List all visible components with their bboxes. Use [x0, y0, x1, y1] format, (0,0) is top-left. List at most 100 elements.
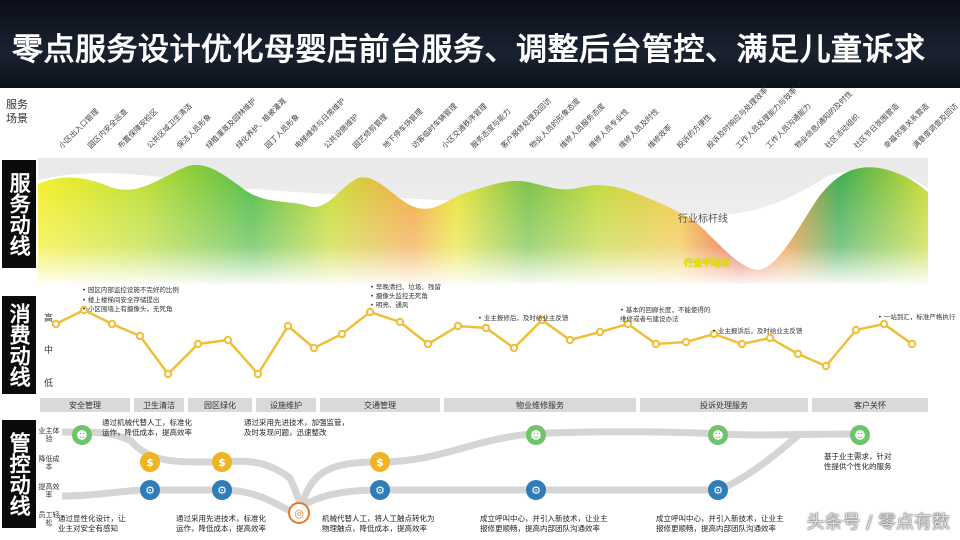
consume-point [537, 315, 547, 325]
watermark: 头条号 / 零点有数 [806, 512, 950, 533]
consume-note-6: • 明亮、通风 [370, 301, 409, 309]
service-flow-label-text: 服务动线 [7, 172, 32, 256]
coin-icon: $ [212, 452, 232, 472]
side-label-efficiency: 提高效率 [38, 483, 60, 499]
coin-icon: $ [140, 452, 160, 472]
category-care: 客户关怀 [812, 398, 928, 412]
user-icon: ☻ [72, 425, 92, 445]
gear-icon: ⚙ [370, 480, 390, 500]
consume-point [595, 327, 605, 337]
control-note-2: 通过采用先进技术，加强监管， 及时发现问题，迅速整改 [244, 418, 349, 438]
consume-point [163, 369, 173, 379]
side-label-easy: 员工轻松 [38, 511, 60, 527]
category-greening: 园区绿化 [188, 398, 252, 412]
consume-point [253, 369, 263, 379]
consume-point [135, 331, 145, 341]
consume-point [423, 339, 433, 349]
consume-point [365, 307, 375, 317]
coin-icon: $ [370, 452, 390, 472]
service-flow-label: 服务动线 [2, 160, 36, 268]
consume-point [681, 337, 691, 347]
control-note-1: 通过机械代替人工，标准化 运作，降低成本，提高效率 [102, 418, 192, 438]
control-note-6: 成立呼叫中心，并引入新技术，让业主 报修更顺畅，提高内部团队沟通效率 [480, 514, 608, 534]
consume-point [793, 349, 803, 359]
consume-point [395, 317, 405, 327]
control-curve-top [61, 428, 861, 524]
consume-note-4: • 早晚清扫、垃圾、残留 [370, 283, 441, 291]
level-high: 高 [44, 314, 54, 324]
control-note-1-text: 通过机械代替人工，标准化 运作，降低成本，提高效率 [102, 418, 192, 438]
category-repair: 物业维修服务 [444, 398, 636, 412]
consume-point [283, 321, 293, 331]
control-note-4: 通过采用先进技术，标准化 运作，降低成本，提高效率 [176, 514, 266, 534]
side-label-cost: 降低成本 [38, 455, 60, 471]
benchmark-line-label: 行业标杆线 [678, 214, 728, 225]
consume-note-10: • 业主报诉后，及时给业主反馈 [712, 327, 803, 335]
consume-note-11: • 一站到汇，标准严格执行 [878, 313, 956, 321]
consume-note-5: • 摄像头监控无死角 [370, 292, 428, 300]
category-complaint: 投诉处理服务 [640, 398, 808, 412]
side-label-experience: 业主体验 [38, 427, 60, 443]
swirl-icon: ◎ [288, 502, 310, 524]
consume-point [481, 323, 491, 333]
consume-point [851, 325, 861, 335]
consume-note-3: • 小区围墙上有摄像头，无死角 [82, 305, 173, 313]
scene-row-label: 服务场景 [6, 98, 28, 125]
gear-icon: ⚙ [140, 480, 160, 500]
category-safety: 安全管理 [40, 398, 130, 412]
control-curve-bottom [61, 431, 803, 517]
control-note-3-text: 通过显性化设计，让 业主对安全有感知 [58, 514, 126, 534]
control-note-3: 通过显性化设计，让 业主对安全有感知 [58, 514, 126, 534]
control-flow-label: 管控动线 [2, 420, 36, 528]
consume-point [193, 339, 203, 349]
control-note-4-text: 通过采用先进技术，标准化 运作，降低成本，提高效率 [176, 514, 266, 534]
consume-points [51, 305, 917, 379]
consume-flow-label-text: 消费动线 [7, 303, 32, 387]
consume-point [223, 335, 233, 345]
average-line-label: 行业平均线 [684, 259, 730, 269]
control-note-7: 成立呼叫中心，并引入新技术，让业主 报修更顺畅，提高内部团队沟通效率 [656, 514, 784, 534]
consume-point [821, 361, 831, 371]
consume-point [107, 319, 117, 329]
control-flow-label-text: 管控动线 [7, 432, 32, 516]
consume-note-9: 维修或者与建设办法 [620, 315, 679, 323]
user-icon: ☻ [526, 425, 546, 445]
consume-note-8: • 基本的回廊长度，不能使得的 [620, 306, 711, 314]
level-low: 低 [44, 379, 54, 389]
consume-note-7: • 业主报修后，及时给业主反馈 [478, 314, 569, 322]
control-note-8-text: 基于业主需求，针对 性提供个性化的服务 [824, 452, 892, 472]
consume-flow-label: 消费动线 [2, 296, 36, 394]
consume-point [565, 335, 575, 345]
consume-point [765, 333, 775, 343]
category-cleaning: 卫生清洁 [134, 398, 184, 412]
gear-icon: ⚙ [526, 480, 546, 500]
consume-point [509, 343, 519, 353]
consume-point [907, 339, 917, 349]
control-note-7-text: 成立呼叫中心，并引入新技术，让业主 报修更顺畅，提高内部团队沟通效率 [656, 514, 784, 534]
user-icon: ☻ [850, 425, 870, 445]
level-mid: 中 [44, 346, 54, 356]
consume-point [337, 329, 347, 339]
consume-note-2: • 楼上楼梯间安全存储提出 [82, 296, 160, 304]
control-note-5: 机械代替人工，将人工触点转化为 物理触点，降低成本，提高效率 [322, 514, 435, 534]
gear-icon: ⚙ [212, 480, 232, 500]
user-icon: ☻ [708, 425, 728, 445]
consume-point [709, 329, 719, 339]
consume-point [309, 343, 319, 353]
category-facility: 设施维护 [256, 398, 316, 412]
header-banner: 零点服务设计优化母婴店前台服务、调整后台管控、满足儿童诉求 [0, 0, 960, 88]
consume-point [51, 319, 61, 329]
consume-point [623, 319, 633, 329]
page-title: 零点服务设计优化母婴店前台服务、调整后台管控、满足儿童诉求 [12, 32, 926, 68]
control-note-8: 基于业主需求，针对 性提供个性化的服务 [824, 452, 892, 472]
consume-note-1: • 园区内部监控设施不完好的比例 [82, 286, 179, 294]
control-note-6-text: 成立呼叫中心，并引入新技术，让业主 报修更顺畅，提高内部团队沟通效率 [480, 514, 608, 534]
category-traffic: 交通管理 [320, 398, 440, 412]
consume-point [737, 339, 747, 349]
control-note-5-text: 机械代替人工，将人工触点转化为 物理触点，降低成本，提高效率 [322, 514, 435, 534]
consume-point [453, 321, 463, 331]
gear-icon: ⚙ [708, 480, 728, 500]
consume-point [79, 305, 89, 315]
consume-point [651, 339, 661, 349]
